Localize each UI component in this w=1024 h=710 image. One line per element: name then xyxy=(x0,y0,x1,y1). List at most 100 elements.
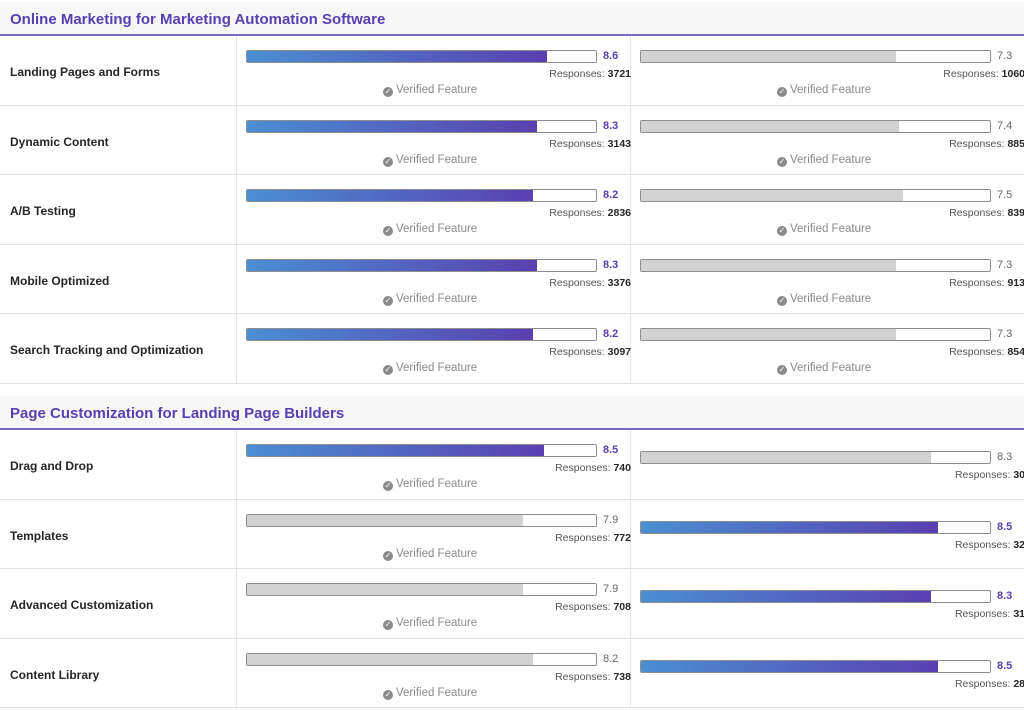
column-divider xyxy=(236,244,237,313)
responses-label: Responses: xyxy=(555,670,611,683)
check-circle-icon: ✓ xyxy=(383,87,393,97)
responses-label: Responses: xyxy=(549,207,605,219)
column-divider xyxy=(236,569,237,638)
responses-label: Responses: xyxy=(555,601,611,613)
responses-label: Responses: xyxy=(549,276,605,289)
responses-label: Responses: xyxy=(943,68,999,80)
responses-value: 28 xyxy=(1013,677,1024,690)
column-divider xyxy=(236,499,237,568)
rating-bar-fill xyxy=(247,653,534,665)
verified-feature-label: Verified Feature xyxy=(396,686,478,699)
feature-row-advanced-customization: Advanced Customization 7.9 Responses: 708 ✓… xyxy=(0,569,1024,639)
responses-count: Responses: 772 xyxy=(555,532,631,544)
feature-label: Advanced Customization xyxy=(10,598,154,612)
responses-count: Responses: 839 xyxy=(949,207,1024,219)
responses-count: Responses: 740 xyxy=(555,462,631,474)
responses-value: 708 xyxy=(613,601,631,613)
verified-feature-badge: ✓ Verified Feature xyxy=(777,362,871,375)
feature-row-templates: Templates 7.9 Responses: 772 ✓ Verified Feat… xyxy=(0,499,1024,569)
responses-count: Responses: 854 xyxy=(949,346,1024,358)
responses-value: 3097 xyxy=(607,346,631,358)
column-divider xyxy=(630,36,631,105)
responses-value: 3143 xyxy=(607,137,631,150)
rating-bar-fill xyxy=(247,190,534,201)
rating-bar xyxy=(246,50,597,63)
verified-feature-label: Verified Feature xyxy=(396,478,478,490)
rating-bar xyxy=(640,50,991,63)
responses-label: Responses: xyxy=(555,531,611,544)
responses-value: 2836 xyxy=(607,207,631,219)
rating-score: 7.3 xyxy=(997,50,1013,62)
rating-score: 8.5 xyxy=(603,444,619,456)
feature-label: Search Tracking and Optimization xyxy=(10,343,204,357)
feature-label: Mobile Optimized xyxy=(10,273,110,288)
responses-value: 913 xyxy=(1007,276,1024,289)
left-product-rating: 8.2 Responses: 2836 ✓ Verified Feature xyxy=(246,175,631,244)
feature-row-search-tracking-and-optimization: Search Tracking and Optimization 8.2 Respo… xyxy=(0,314,1024,384)
left-product-rating: 7.9 Responses: 772 ✓ Verified Feature xyxy=(246,500,631,569)
left-product-rating: 8.3 Responses: 3143 ✓ Verified Feature xyxy=(246,106,631,175)
column-divider xyxy=(236,430,237,499)
verified-feature-badge: ✓ Verified Feature xyxy=(383,478,477,491)
rating-score: 8.2 xyxy=(603,328,619,340)
section-header: Page Customization for Landing Page Buil… xyxy=(0,396,1024,430)
check-circle-icon: ✓ xyxy=(777,156,787,167)
feature-row-landing-pages-and-forms: Landing Pages and Forms 8.6 Responses: 372… xyxy=(0,36,1024,106)
rating-bar-fill xyxy=(247,514,523,526)
column-divider xyxy=(236,36,237,105)
rating-bar xyxy=(246,258,597,272)
rating-bar xyxy=(640,590,991,603)
column-divider xyxy=(630,244,631,313)
right-product-rating: 8.5 Responses: 28 xyxy=(640,639,1024,708)
verified-feature-label: Verified Feature xyxy=(790,223,872,235)
rating-score: 8.3 xyxy=(603,258,619,271)
verified-feature-label: Verified Feature xyxy=(396,223,478,235)
left-product-rating: 8.2 Responses: 738 ✓ Verified Feature xyxy=(246,639,631,708)
verified-feature-label: Verified Feature xyxy=(790,84,872,96)
verified-feature-badge: ✓ Verified Feature xyxy=(777,293,871,306)
feature-row-a-b-testing: A/B Testing 8.2 Responses: 2836 ✓ Verified F… xyxy=(0,175,1024,245)
right-product-rating: 7.5 Responses: 839 ✓ Verified Feature xyxy=(640,175,1024,244)
rating-score: 7.9 xyxy=(603,513,619,526)
check-circle-icon: ✓ xyxy=(777,226,787,236)
verified-feature-badge: ✓ Verified Feature xyxy=(383,548,477,561)
feature-row-content-library: Content Library 8.2 Responses: 738 ✓ Verifie… xyxy=(0,638,1024,708)
left-product-rating: 8.3 Responses: 3376 ✓ Verified Feature xyxy=(246,245,631,314)
responses-value: 740 xyxy=(613,462,631,474)
rating-bar-fill xyxy=(641,190,903,201)
rating-bar xyxy=(246,513,597,527)
verified-feature-label: Verified Feature xyxy=(396,362,478,374)
rating-score: 8.5 xyxy=(997,520,1013,533)
check-circle-icon: ✓ xyxy=(383,620,393,630)
verified-feature-label: Verified Feature xyxy=(790,292,872,305)
responses-label: Responses: xyxy=(954,469,1011,481)
rating-score: 7.4 xyxy=(997,119,1013,132)
verified-feature-badge: ✓ Verified Feature xyxy=(383,84,477,97)
column-divider xyxy=(236,175,237,244)
verified-feature-badge: ✓ Verified Feature xyxy=(777,223,871,236)
feature-row-dynamic-content: Dynamic Content 8.3 Responses: 3143 ✓ Verifi… xyxy=(0,105,1024,175)
feature-label: Templates xyxy=(10,528,69,543)
right-product-rating: 8.3 Responses: 31 xyxy=(640,569,1024,638)
column-divider xyxy=(630,105,631,174)
rating-bar xyxy=(640,258,991,272)
responses-count: Responses: 30 xyxy=(955,469,1024,481)
column-divider xyxy=(630,175,631,244)
rating-bar-fill xyxy=(641,591,931,602)
responses-label: Responses: xyxy=(949,276,1005,289)
column-divider xyxy=(630,314,631,383)
rating-bar xyxy=(246,119,597,133)
check-circle-icon: ✓ xyxy=(777,365,787,375)
responses-label: Responses: xyxy=(549,68,605,80)
check-circle-icon: ✓ xyxy=(383,365,393,375)
responses-value: 3376 xyxy=(607,276,631,289)
responses-count: Responses: 2836 xyxy=(549,207,631,219)
responses-label: Responses: xyxy=(954,608,1011,620)
column-divider xyxy=(236,314,237,383)
rating-bar-fill xyxy=(641,329,896,340)
responses-value: 738 xyxy=(613,670,631,683)
rating-bar-fill xyxy=(641,521,938,533)
responses-label: Responses: xyxy=(949,346,1005,358)
responses-label: Responses: xyxy=(549,137,605,150)
responses-count: Responses: 1060 xyxy=(943,68,1024,80)
